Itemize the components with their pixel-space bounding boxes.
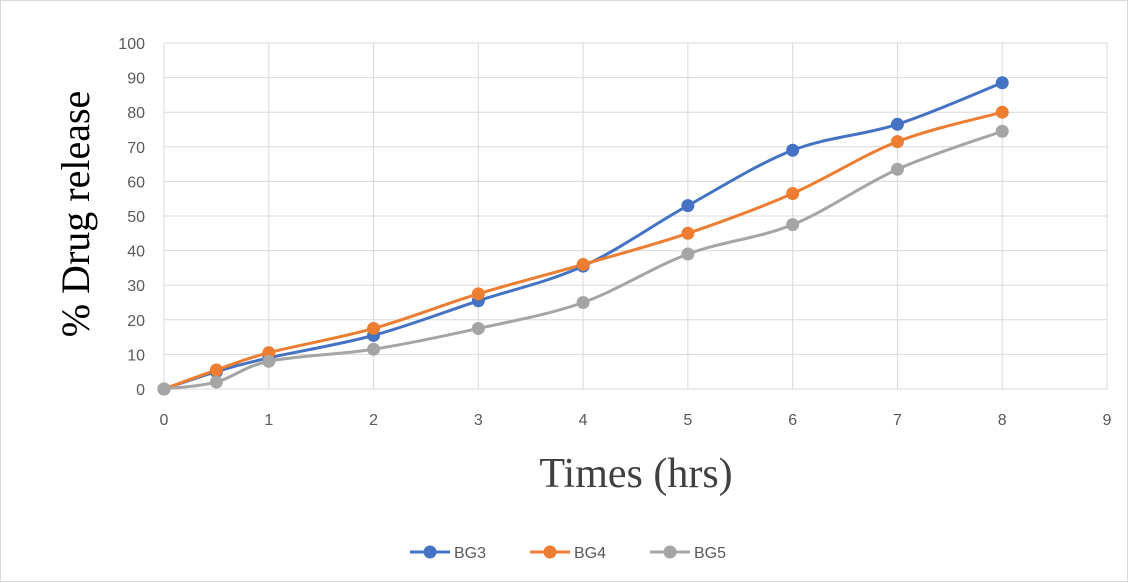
data-point-bg5: [576, 296, 590, 309]
data-point-bg3: [890, 117, 904, 131]
y-tick-label: 0: [136, 382, 145, 399]
data-point-bg3: [681, 199, 695, 213]
legend-label: BG5: [694, 545, 726, 562]
x-axis-ticks: 0 1 2 3 4 5 6 7 8 9: [160, 412, 1112, 429]
data-point-bg5: [209, 375, 223, 389]
y-tick-label: 60: [127, 174, 145, 191]
y-axis-title: % Drug release: [53, 91, 98, 338]
legend-label: BG3: [454, 545, 486, 562]
data-point-bg4: [890, 135, 904, 149]
x-axis-title: Times (hrs): [539, 451, 732, 497]
y-tick-label: 40: [127, 244, 145, 261]
data-point-bg4: [995, 105, 1009, 119]
gridlines: [163, 42, 1108, 390]
y-tick-label: 80: [127, 105, 145, 122]
x-tick-label: 6: [788, 412, 797, 429]
x-tick-label: 5: [683, 412, 692, 429]
x-tick-label: 2: [369, 412, 378, 429]
data-point-bg4: [786, 187, 800, 201]
x-tick-label: 1: [264, 412, 273, 429]
data-point-bg5: [681, 247, 695, 261]
data-point-bg4: [681, 226, 695, 240]
data-point-bg5: [262, 354, 276, 368]
y-tick-label: 30: [127, 278, 145, 295]
data-point-bg3: [786, 143, 800, 157]
data-point-bg5: [890, 162, 904, 176]
y-tick-label: 100: [118, 36, 145, 53]
x-tick-label: 4: [579, 412, 588, 429]
data-point-bg3: [995, 76, 1009, 90]
legend-swatch-marker: [423, 545, 437, 559]
data-point-bg5: [786, 218, 800, 232]
data-point-bg5: [995, 124, 1009, 138]
data-point-bg5: [367, 342, 381, 356]
y-axis-ticks: 0 10 20 30 40 50 60 70 80 90 100: [118, 36, 145, 399]
legend-swatch-marker: [543, 545, 557, 559]
y-tick-label: 50: [127, 209, 145, 226]
y-tick-label: 20: [127, 313, 145, 330]
data-point-bg4: [576, 257, 590, 271]
y-tick-label: 10: [127, 347, 145, 364]
data-point-bg4: [471, 287, 485, 301]
data-point-bg4: [209, 363, 223, 377]
x-tick-label: 3: [474, 412, 483, 429]
data-point-bg4: [367, 321, 381, 335]
x-tick-label: 9: [1103, 412, 1112, 429]
legend: BG3 BG4 BG5: [410, 545, 726, 562]
x-tick-label: 8: [998, 412, 1007, 429]
y-tick-label: 90: [127, 71, 145, 88]
x-tick-label: 7: [893, 412, 902, 429]
y-tick-label: 70: [127, 140, 145, 157]
data-point-bg5: [471, 321, 485, 335]
legend-label: BG4: [574, 545, 606, 562]
data-point-bg5: [157, 382, 171, 396]
legend-swatch-marker: [663, 545, 677, 559]
x-tick-label: 0: [160, 412, 169, 429]
series-points: [157, 76, 1009, 396]
